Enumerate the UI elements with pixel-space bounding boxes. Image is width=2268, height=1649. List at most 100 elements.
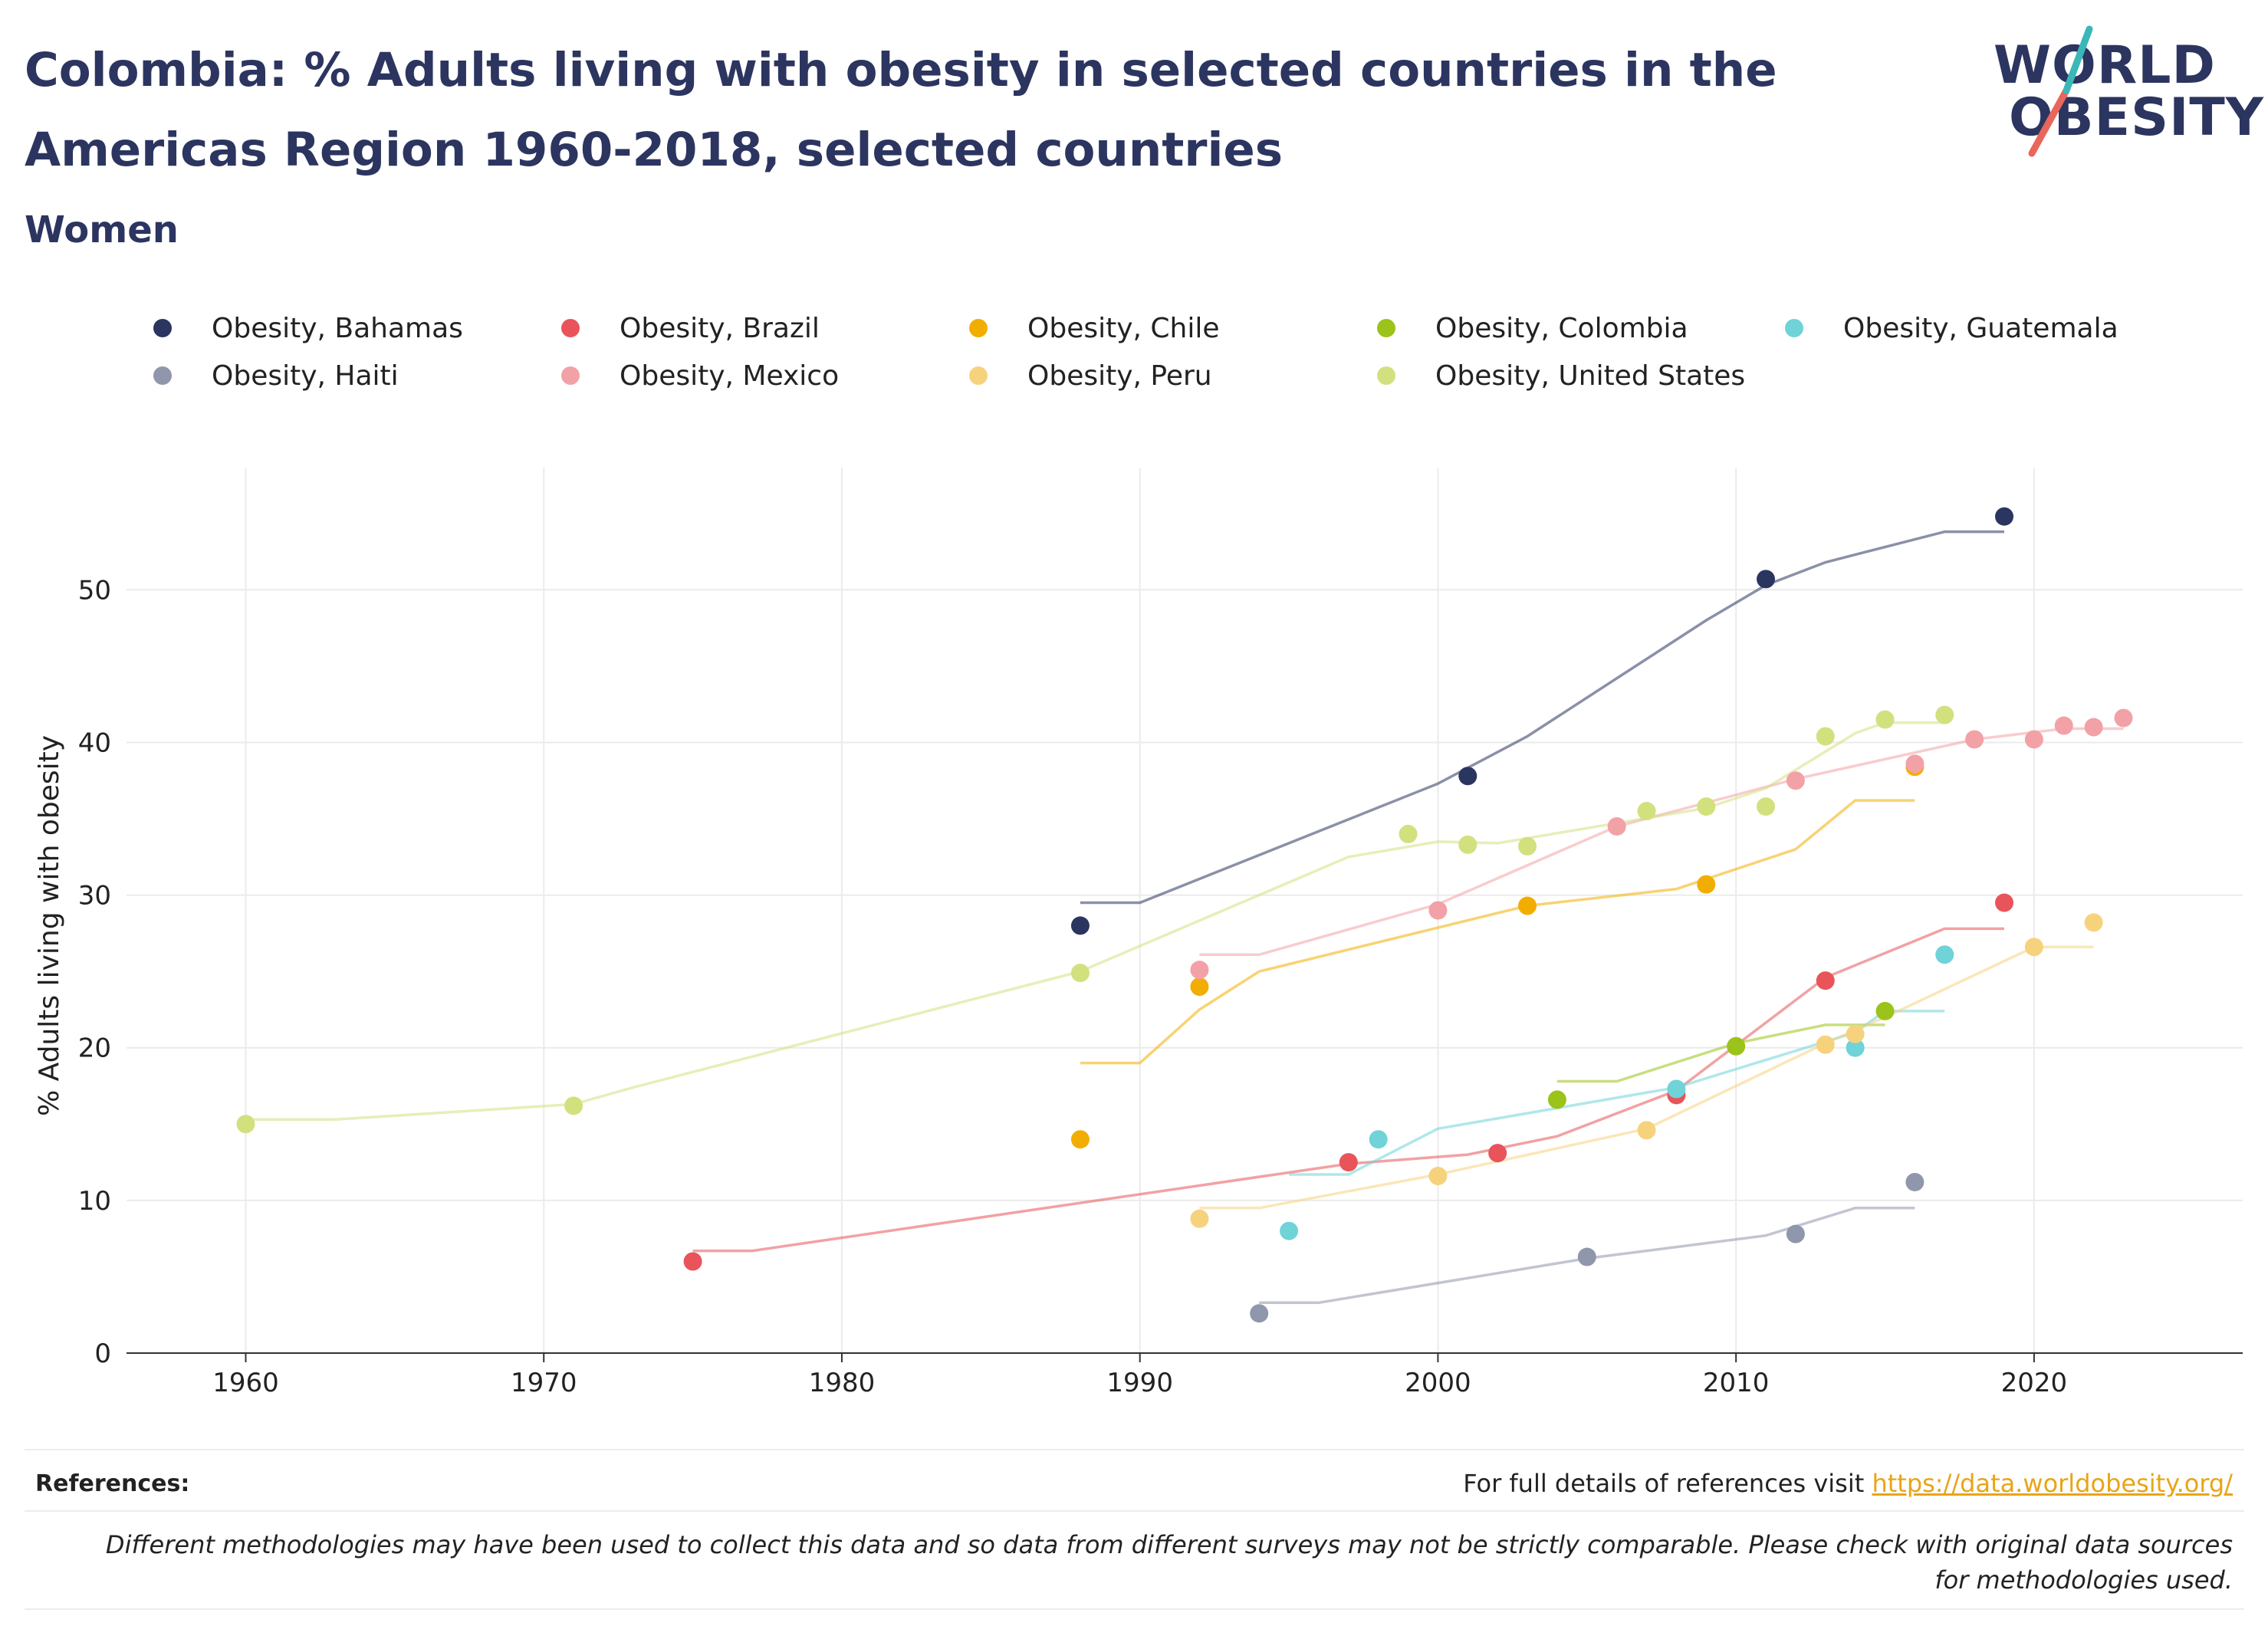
data-point [1458, 767, 1477, 786]
legend-label: Obesity, Colombia [1435, 312, 1688, 344]
y-tick-label: 40 [78, 728, 111, 758]
y-tick-label: 20 [78, 1033, 111, 1064]
data-point [1190, 977, 1209, 997]
data-point [1727, 1036, 1746, 1056]
x-tick-label: 1980 [809, 1368, 876, 1398]
legend-item[interactable]: Obesity, United States [1377, 353, 1745, 399]
data-point [1637, 1121, 1656, 1140]
data-point [1458, 835, 1477, 854]
footer-divider-middle [25, 1510, 2244, 1512]
data-point [1786, 771, 1805, 790]
data-point [236, 1115, 255, 1134]
references-prefix: For full details of references visit [1463, 1469, 1872, 1498]
data-point [2024, 938, 2043, 957]
legend-label: Obesity, Haiti [212, 360, 399, 392]
series-trend-line [1080, 799, 1915, 1065]
data-point [1280, 1221, 1299, 1240]
data-point [1995, 893, 2014, 912]
footer-divider-bottom [25, 1608, 2244, 1610]
data-point [1070, 964, 1090, 983]
series-trend-line [1259, 1207, 1915, 1305]
data-point [1816, 1035, 1835, 1054]
data-point [1488, 1144, 1507, 1163]
legend-item[interactable]: Obesity, Chile [969, 305, 1220, 351]
x-tick-label: 2000 [1405, 1368, 1471, 1398]
legend-item[interactable]: Obesity, Haiti [153, 353, 399, 399]
data-point [2024, 730, 2043, 749]
legend-swatch [969, 366, 988, 385]
data-point [1935, 945, 1954, 964]
y-tick-label: 0 [94, 1339, 111, 1369]
legend-swatch [1377, 319, 1395, 337]
data-point [564, 1096, 583, 1115]
data-point [1905, 1172, 1925, 1191]
data-point [1428, 901, 1448, 920]
y-tick-label: 10 [78, 1186, 111, 1217]
data-point [1518, 896, 1537, 915]
legend-swatch [1785, 319, 1803, 337]
legend-label: Obesity, Bahamas [212, 312, 463, 344]
footer-divider-top [25, 1449, 2244, 1450]
data-point [1757, 570, 1776, 589]
methodology-disclaimer: Different methodologies may have been us… [105, 1530, 2233, 1595]
legend-swatch [561, 319, 580, 337]
x-tick-label: 1990 [1106, 1368, 1173, 1398]
series-trend-line [1199, 945, 2094, 1210]
legend-label: Obesity, United States [1435, 360, 1746, 392]
data-point [1070, 1130, 1090, 1149]
chart-plot: 1960 1970 1980 1990 2000 2010 2020 0 10 20 30 40 50%… [34, 468, 2243, 1398]
legend-swatch [1377, 366, 1395, 385]
chart-title: Colombia: % Adults living with obesity i… [25, 43, 1777, 177]
x-tick-label: 1970 [511, 1368, 577, 1398]
data-point [683, 1252, 702, 1271]
y-axis-label: % Adults living with obesity [34, 735, 65, 1116]
data-point [1547, 1090, 1566, 1109]
legend-label: Obesity, Peru [1027, 360, 1212, 392]
data-point [1995, 507, 2014, 526]
data-point [1369, 1130, 1388, 1149]
data-point [1697, 797, 1716, 816]
legend-label: Obesity, Chile [1027, 312, 1220, 344]
legend-item[interactable]: Obesity, Mexico [561, 353, 839, 399]
data-point [2084, 913, 2103, 932]
references-text: For full details of references visit htt… [1463, 1469, 2233, 1498]
chart-subtitle: Women [25, 209, 179, 251]
x-tick-label: 2010 [1703, 1368, 1770, 1398]
data-point [2054, 716, 2073, 735]
data-point [1190, 961, 1209, 980]
legend-item[interactable]: Obesity, Colombia [1377, 305, 1688, 351]
data-point [1250, 1304, 1269, 1323]
legend-item[interactable]: Obesity, Bahamas [153, 305, 463, 351]
data-point [1905, 754, 1925, 774]
references-link[interactable]: https://data.worldobesity.org/ [1872, 1469, 2233, 1498]
data-point [1786, 1224, 1805, 1243]
logo-line-1: WORLD [1994, 35, 2216, 96]
data-point [1637, 802, 1656, 821]
y-tick-label: 50 [78, 575, 111, 606]
data-point [1070, 916, 1090, 935]
data-point [1875, 710, 1895, 729]
legend-item[interactable]: Obesity, Peru [969, 353, 1212, 399]
data-point [2114, 708, 2133, 728]
legend-label: Obesity, Mexico [620, 360, 840, 392]
data-point [1935, 705, 1954, 724]
series-trend-line [1080, 530, 2004, 905]
data-point [1518, 836, 1537, 856]
data-point [2084, 718, 2103, 737]
data-point [1697, 875, 1716, 894]
data-point [1399, 824, 1418, 843]
legend-swatch [969, 319, 988, 337]
data-point [1428, 1167, 1448, 1185]
legend-label: Obesity, Brazil [620, 312, 820, 344]
data-point [1846, 1038, 1865, 1057]
data-point [1965, 730, 1984, 749]
data-point [1846, 1024, 1865, 1043]
legend-item[interactable]: Obesity, Brazil [561, 305, 820, 351]
data-point [1607, 816, 1626, 836]
x-tick-label: 1960 [212, 1368, 279, 1398]
legend-item[interactable]: Obesity, Guatemala [1785, 305, 2118, 351]
data-point [1667, 1079, 1686, 1099]
y-tick-label: 30 [78, 881, 111, 912]
series-trend-line [245, 721, 1945, 1122]
data-point [1190, 1209, 1209, 1228]
